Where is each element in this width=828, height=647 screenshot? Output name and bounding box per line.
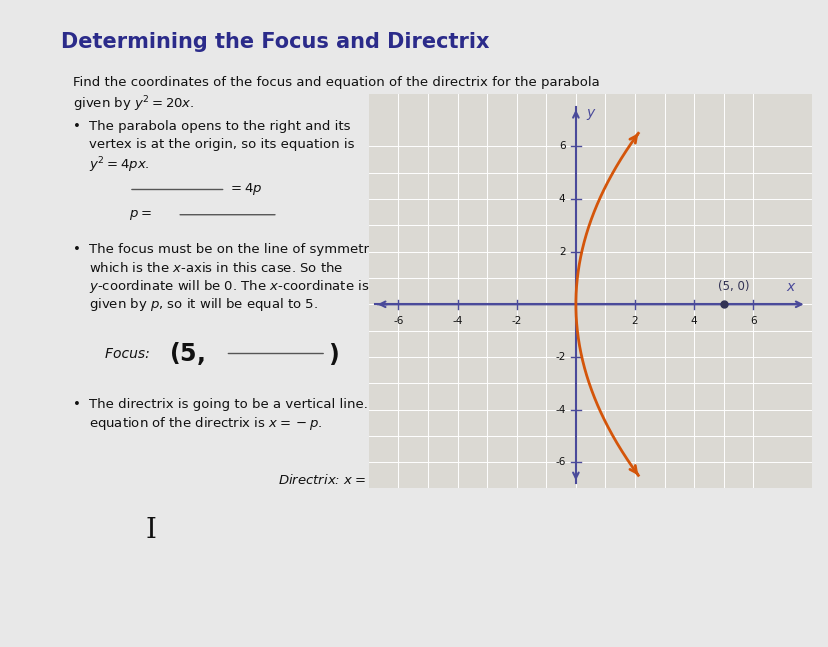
Text: The parabola opens to the right and its: The parabola opens to the right and its bbox=[89, 120, 350, 133]
Text: given by $p$, so it will be equal to 5.: given by $p$, so it will be equal to 5. bbox=[89, 296, 317, 313]
Text: Determining the Focus and Directrix: Determining the Focus and Directrix bbox=[60, 32, 489, 52]
Text: which is the $x$-axis in this case. So the: which is the $x$-axis in this case. So t… bbox=[89, 261, 343, 275]
Text: 6: 6 bbox=[558, 142, 565, 151]
Text: 4: 4 bbox=[558, 194, 565, 204]
Text: Find the coordinates of the focus and equation of the directrix for the parabola: Find the coordinates of the focus and eq… bbox=[73, 76, 599, 89]
Text: $\mathbf{)}$: $\mathbf{)}$ bbox=[327, 340, 338, 366]
Text: $p =$: $p =$ bbox=[129, 208, 152, 222]
Text: I: I bbox=[145, 517, 156, 543]
Text: 2: 2 bbox=[631, 316, 638, 326]
Text: -2: -2 bbox=[555, 352, 565, 362]
Text: $y$: $y$ bbox=[585, 107, 596, 122]
Text: The directrix is going to be a vertical line. It can never touch the parabola. T: The directrix is going to be a vertical … bbox=[89, 398, 615, 411]
Text: $= 4p$: $= 4p$ bbox=[228, 182, 262, 197]
Text: -2: -2 bbox=[511, 316, 522, 326]
Text: $x$: $x$ bbox=[786, 280, 796, 294]
Text: The focus must be on the line of symmetry,: The focus must be on the line of symmetr… bbox=[89, 243, 380, 256]
Text: -6: -6 bbox=[392, 316, 403, 326]
Text: 4: 4 bbox=[690, 316, 696, 326]
Text: $y^2 = 4px$.: $y^2 = 4px$. bbox=[89, 155, 149, 175]
Text: -6: -6 bbox=[555, 457, 565, 467]
Text: $\mathbf{(5,}$: $\mathbf{(5,}$ bbox=[169, 340, 205, 367]
Text: •: • bbox=[73, 398, 80, 411]
Text: (5, 0): (5, 0) bbox=[717, 280, 749, 293]
Text: 2: 2 bbox=[558, 247, 565, 257]
Text: $y$-coordinate will be 0. The $x$-coordinate is: $y$-coordinate will be 0. The $x$-coordi… bbox=[89, 278, 368, 296]
Text: -4: -4 bbox=[452, 316, 462, 326]
Text: Directrix: $x =$: Directrix: $x =$ bbox=[277, 473, 365, 487]
Text: •: • bbox=[73, 243, 80, 256]
Text: •: • bbox=[73, 120, 80, 133]
Text: -4: -4 bbox=[555, 404, 565, 415]
Text: vertex is at the origin, so its equation is: vertex is at the origin, so its equation… bbox=[89, 138, 354, 151]
Text: Focus:: Focus: bbox=[105, 347, 154, 360]
Text: given by $y^2 = 20x$.: given by $y^2 = 20x$. bbox=[73, 95, 194, 115]
Text: equation of the directrix is $x = -p$.: equation of the directrix is $x = -p$. bbox=[89, 415, 322, 432]
Text: 6: 6 bbox=[749, 316, 756, 326]
